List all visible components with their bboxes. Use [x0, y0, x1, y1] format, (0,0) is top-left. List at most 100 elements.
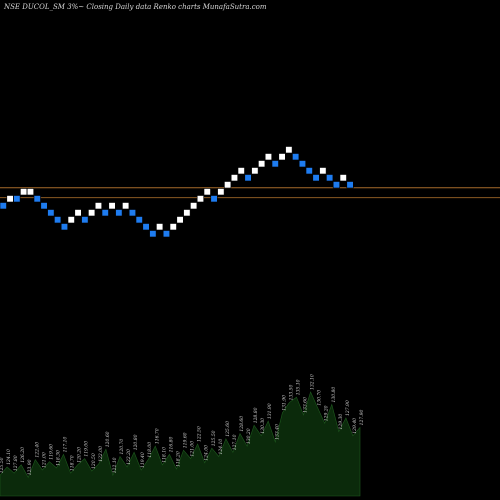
renko-brick: [230, 174, 238, 182]
volume-label: 125.50: [211, 430, 217, 446]
renko-brick: [217, 188, 225, 196]
renko-brick: [108, 202, 116, 210]
volume-label: 128.80: [253, 407, 259, 423]
volume-label: 118.70: [70, 455, 76, 471]
volume-label: 135.10: [296, 379, 302, 395]
renko-brick: [128, 209, 136, 217]
renko-brick: [40, 202, 48, 210]
renko-brick: [88, 209, 96, 217]
volume-label: 127.10: [232, 434, 238, 450]
volume-label: 127.90: [359, 410, 365, 426]
volume-label: 127.90: [345, 400, 351, 416]
renko-brick: [346, 181, 354, 189]
renko-brick: [169, 223, 177, 231]
volume-label: 122.20: [126, 449, 132, 465]
volume-label: 124.10: [6, 449, 12, 465]
volume-label: 121.00: [41, 452, 47, 468]
volume-label: 133.50: [288, 385, 294, 401]
volume-label: 129.40: [352, 418, 358, 434]
volume-label: 131.90: [267, 403, 273, 419]
renko-brick: [210, 195, 218, 203]
renko-brick: [20, 188, 28, 196]
renko-brick: [101, 209, 109, 217]
volume-label: 129.20: [324, 405, 330, 421]
renko-brick: [285, 146, 293, 154]
volume-label: 129.30: [338, 414, 344, 430]
volume-label: 119.40: [140, 452, 146, 468]
renko-brick: [115, 209, 123, 217]
renko-brick: [278, 153, 286, 161]
volume-label: 119.60: [183, 432, 189, 448]
volume-label: 130.80: [331, 387, 337, 403]
renko-brick: [81, 216, 89, 224]
renko-brick: [224, 181, 232, 189]
volume-label: 119.00: [84, 441, 90, 457]
volume-label: 116.70: [154, 428, 160, 444]
renko-brick: [13, 195, 21, 203]
renko-brick: [33, 195, 41, 203]
volume-label: 124.10: [218, 439, 224, 455]
renko-brick: [258, 160, 266, 168]
volume-label: 118.10: [161, 447, 167, 463]
volume-label: 120.60: [105, 431, 111, 447]
renko-brick: [332, 181, 341, 189]
volume-label: 130.20: [246, 428, 252, 444]
volume-label: 130.70: [317, 390, 323, 406]
volume-label: 124.00: [204, 445, 210, 461]
renko-brick: [298, 160, 307, 168]
volume-label: 118.20: [176, 451, 182, 467]
renko-brick: [190, 202, 198, 210]
volume-label: 117.10: [63, 437, 69, 453]
volume-area: [0, 391, 361, 497]
volume-label: 122.00: [98, 446, 104, 462]
volume-label: 122.10: [112, 457, 118, 473]
renko-brick: [176, 216, 184, 224]
renko-brick: [339, 174, 347, 182]
volume-label: 125.60: [225, 421, 231, 437]
renko-brick: [305, 167, 313, 175]
renko-brick: [67, 216, 75, 224]
renko-brick: [183, 209, 191, 217]
volume-label: 131.90: [281, 395, 287, 411]
renko-brick: [251, 167, 259, 175]
renko-brick: [312, 174, 320, 182]
renko-brick: [196, 195, 204, 203]
renko-brick: [271, 160, 279, 168]
renko-brick: [60, 223, 69, 231]
volume-label: 133.60: [303, 397, 309, 413]
renko-brick: [156, 223, 164, 231]
renko-brick: [203, 188, 211, 196]
renko-brick: [122, 202, 130, 210]
volume-label: 120.20: [77, 447, 83, 463]
renko-brick: [47, 209, 55, 217]
chart-title: NSE DUCOL_SM 3%~ Closing Daily data Renk…: [4, 3, 267, 11]
volume-label: 118.00: [147, 442, 153, 458]
volume-label: 116.80: [168, 437, 174, 453]
volume-label: 120.80: [133, 434, 139, 450]
renko-brick: [264, 153, 273, 161]
renko-brick: [74, 209, 82, 217]
volume-label: 120.70: [119, 439, 125, 455]
renko-brick: [26, 188, 35, 196]
volume-label: 123.90: [27, 459, 33, 475]
renko-brick: [135, 216, 143, 224]
renko-brick: [237, 167, 245, 175]
renko-brick: [142, 223, 150, 231]
volume-label: 132.10: [310, 374, 316, 390]
renko-brick: [319, 167, 327, 175]
renko-brick: [54, 216, 62, 224]
renko-brick: [292, 153, 300, 161]
renko-brick: [162, 230, 170, 238]
volume-label: 121.00: [190, 441, 196, 457]
volume-label: 133.40: [274, 424, 280, 440]
volume-label: 127.80: [13, 455, 19, 471]
renko-brick: [0, 202, 7, 210]
renko-brick: [94, 202, 102, 210]
renko-brick: [326, 174, 334, 182]
volume-label: 125.50: [0, 457, 5, 473]
volume-label: 120.50: [91, 453, 97, 469]
volume-label: 122.50: [197, 426, 203, 442]
volume-label: 119.60: [48, 444, 54, 460]
